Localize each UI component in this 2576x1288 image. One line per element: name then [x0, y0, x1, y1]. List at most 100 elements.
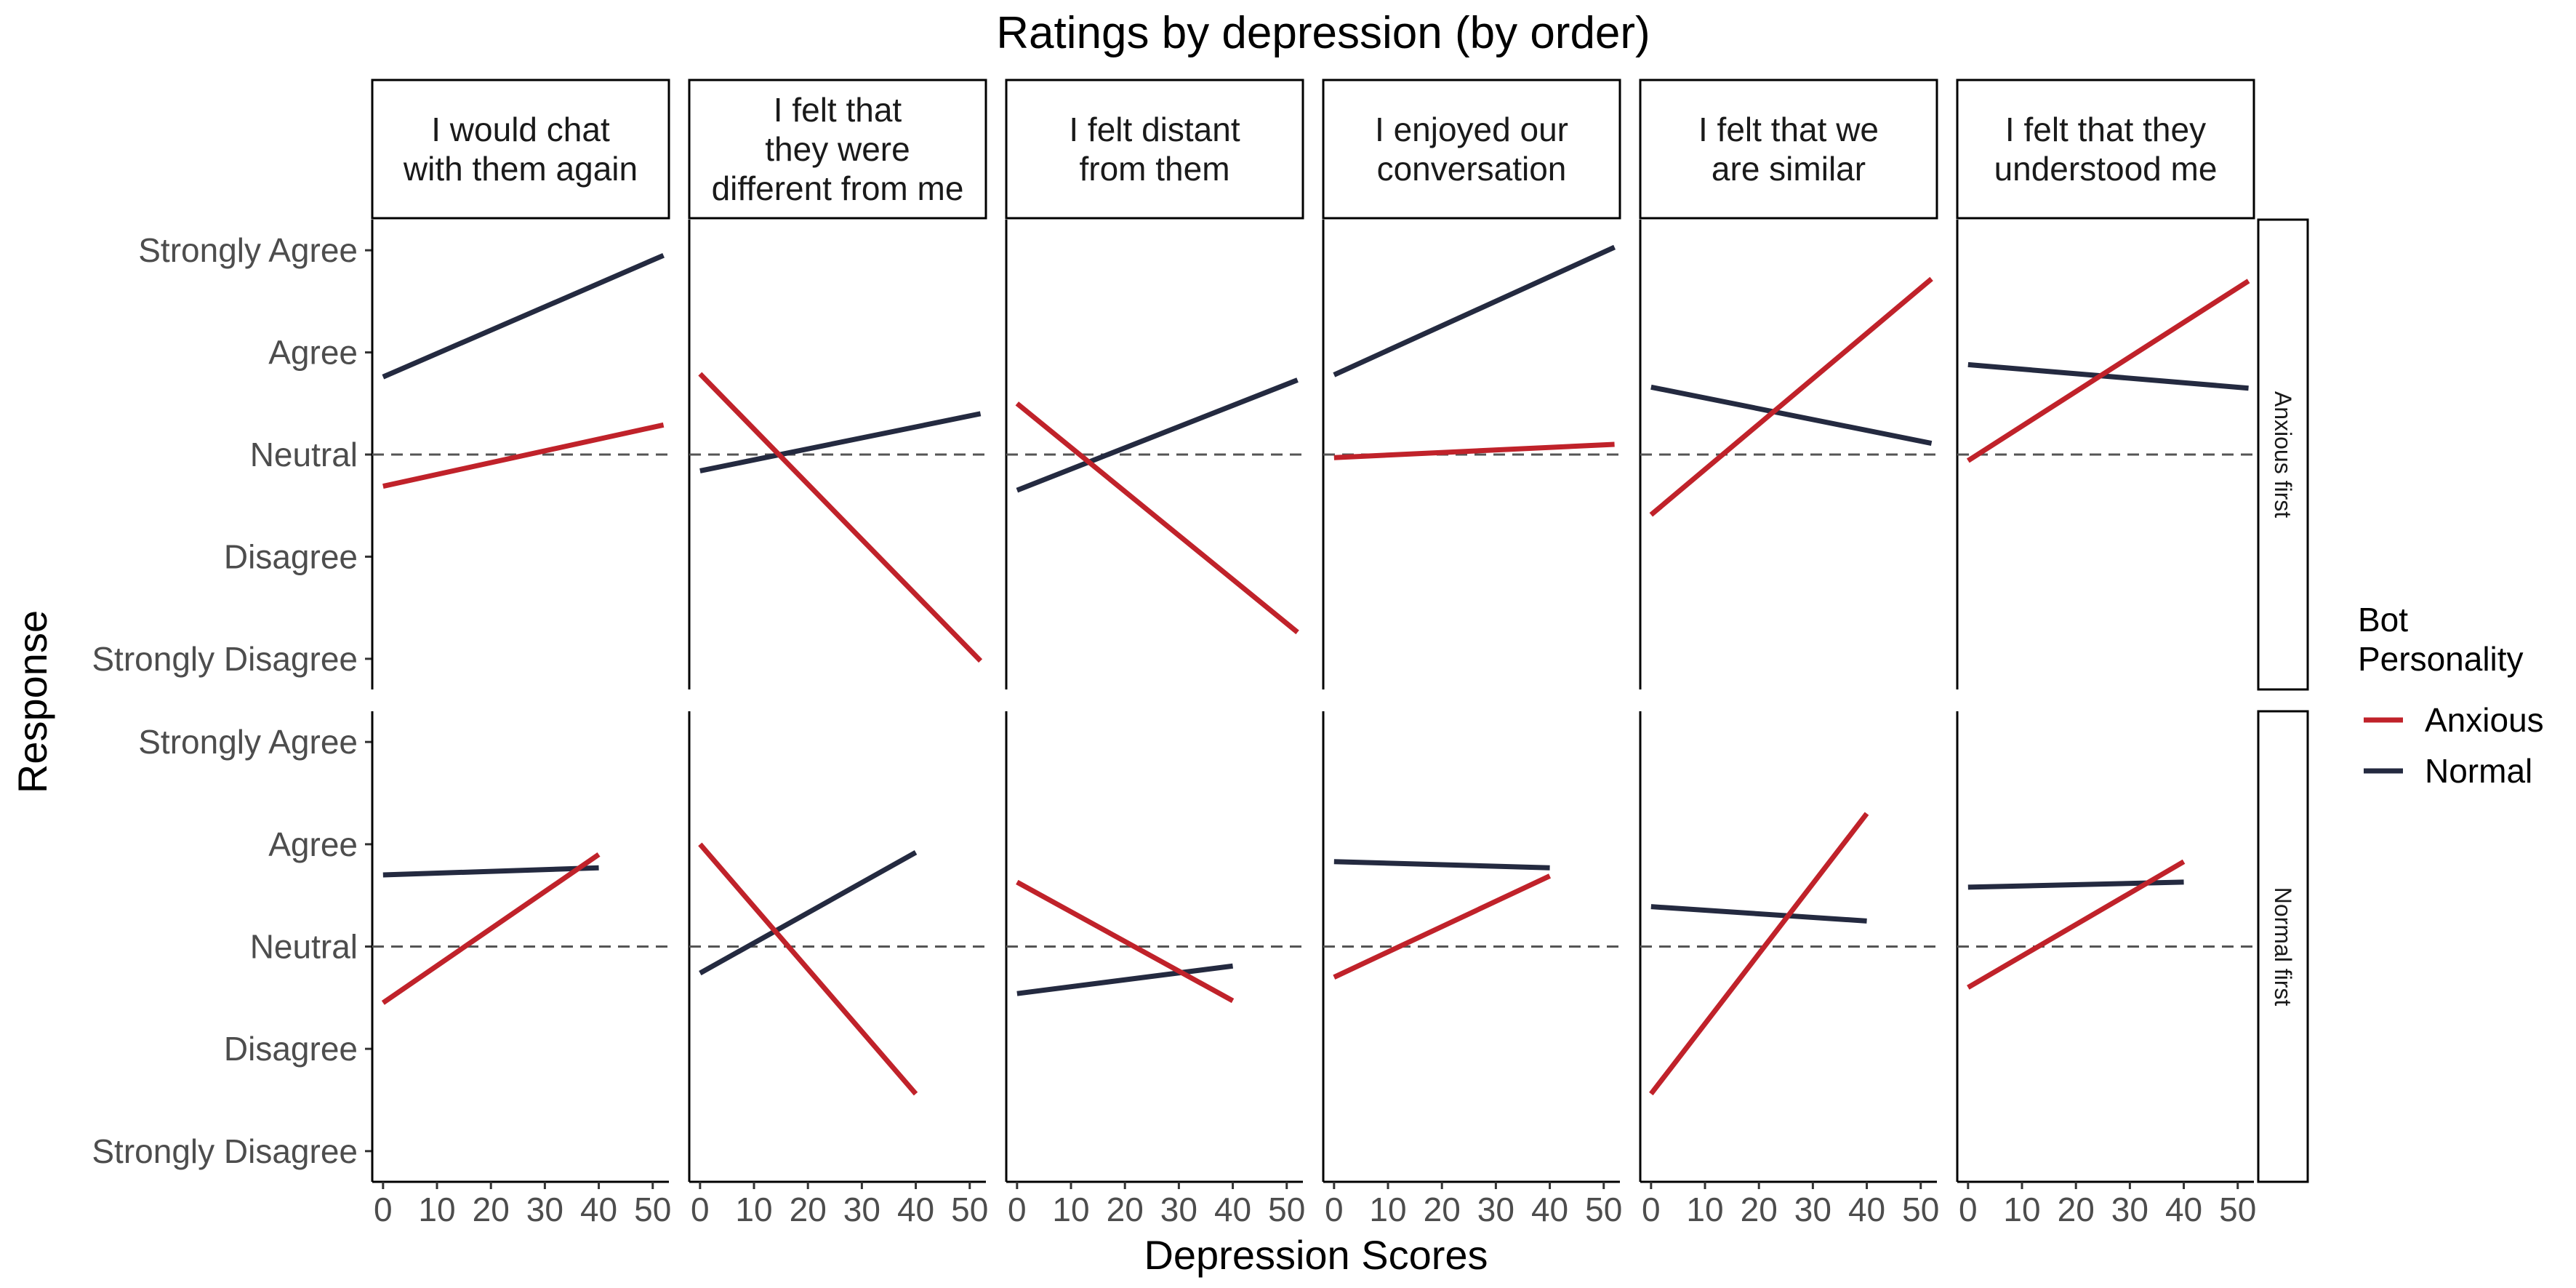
y-axis: Strongly Disagree Disagree Neutral Agree Str… [92, 711, 374, 1182]
y-axis-title: Response [9, 610, 55, 793]
x-tick-label: 50 [951, 1191, 988, 1228]
x-tick-label: 50 [1268, 1191, 1305, 1228]
x-tick-label: 20 [1741, 1191, 1778, 1228]
fit-line-normal [1333, 244, 1616, 377]
y-tick-label: Strongly Disagree [92, 1132, 358, 1170]
x-axis: 0 10 20 30 40 50 [372, 1180, 671, 1228]
fit-line-normal [1016, 377, 1299, 493]
facet-panel [1639, 220, 1937, 689]
facet-panel: 0 10 20 30 40 50 [1639, 711, 1939, 1228]
y-tick-label: Neutral [250, 436, 358, 473]
fit-line-anxious [1333, 441, 1615, 460]
strip-label: I felt that we [1698, 111, 1879, 148]
fit-line-anxious [1333, 873, 1552, 980]
fit-line-normal [699, 850, 918, 976]
legend-label: Anxious [2425, 701, 2544, 739]
x-tick-label: 40 [1214, 1191, 1251, 1228]
legend-title: Personality [2358, 640, 2524, 678]
row-strip: Normal first [2257, 710, 2309, 1183]
strip-label: they were [765, 130, 910, 168]
y-tick-label: Agree [268, 825, 358, 863]
strip-label: I felt that they [2005, 111, 2206, 148]
fit-line-anxious [1016, 879, 1235, 1004]
row-strip-label: Anxious first [2270, 391, 2296, 518]
strip-label: different from me [712, 169, 964, 207]
x-tick-label: 0 [691, 1191, 710, 1228]
chart-title: Ratings by depression (by order) [996, 8, 1650, 58]
x-tick-label: 10 [1686, 1191, 1723, 1228]
y-tick-label: Disagree [224, 1030, 358, 1068]
strip-box [688, 79, 987, 220]
row-strip-box [2257, 710, 2309, 1183]
x-tick-label: 50 [1585, 1191, 1622, 1228]
x-tick-label: 50 [634, 1191, 671, 1228]
fit-line-normal [1967, 361, 2249, 391]
x-tick-label: 30 [843, 1191, 880, 1228]
x-tick-label: 30 [1794, 1191, 1831, 1228]
row-strip: Anxious first [2257, 218, 2309, 691]
facet-panel [1322, 220, 1620, 689]
fit-line-normal [382, 865, 599, 878]
fit-line-anxious [1015, 401, 1299, 635]
x-tick-label: 40 [897, 1191, 934, 1228]
facet-panel [371, 220, 669, 689]
x-tick-label: 40 [1531, 1191, 1568, 1228]
x-axis-title: Depression Scores [1144, 1232, 1488, 1278]
y-tick-label: Strongly Agree [138, 723, 358, 761]
x-tick-label: 10 [735, 1191, 772, 1228]
fit-line-anxious [1966, 279, 2250, 463]
x-tick-label: 50 [2219, 1191, 2256, 1228]
legend-item: Anxious [2364, 701, 2544, 739]
x-tick-label: 0 [1008, 1191, 1027, 1228]
x-tick-label: 30 [2111, 1191, 2148, 1228]
y-axis: Strongly Disagree Disagree Neutral Agree Str… [92, 220, 374, 689]
y-tick-label: Agree [268, 334, 358, 372]
x-tick-label: 30 [526, 1191, 563, 1228]
fit-line-normal [1333, 859, 1550, 871]
facet-panel: 0 10 20 30 40 50 [1322, 711, 1622, 1228]
strip-box [1639, 79, 1938, 220]
x-tick-label: 20 [2058, 1191, 2095, 1228]
x-axis: 0 10 20 30 40 50 [689, 1180, 988, 1228]
fit-line-normal [1650, 384, 1933, 446]
strip-label: I would chat [431, 111, 610, 148]
legend-label: Normal [2425, 752, 2532, 790]
strip-box [371, 79, 670, 220]
fit-line-normal [1650, 904, 1867, 924]
strip-box [1322, 79, 1621, 220]
row-strip-label: Normal first [2270, 887, 2296, 1007]
strip-label: I felt that [774, 91, 902, 129]
fit-line-normal [1016, 963, 1234, 996]
facet-panel: 0 10 20 30 40 50 [1956, 711, 2256, 1228]
strip-label: I felt distant [1069, 111, 1240, 148]
strip-label: from them [1079, 150, 1229, 188]
legend-title: Bot [2358, 601, 2408, 639]
x-tick-label: 50 [1902, 1191, 1939, 1228]
strip-label: with them again [403, 150, 638, 188]
x-tick-label: 10 [418, 1191, 455, 1228]
x-axis: 0 10 20 30 40 50 [1957, 1180, 2256, 1228]
x-tick-label: 0 [1959, 1191, 1978, 1228]
x-tick-label: 20 [1107, 1191, 1144, 1228]
fit-line-anxious [698, 372, 983, 663]
fit-line-anxious [1649, 812, 1869, 1096]
fit-line-anxious [381, 852, 601, 1005]
x-tick-label: 20 [473, 1191, 510, 1228]
x-tick-label: 0 [1642, 1191, 1661, 1228]
facet-panel [688, 220, 986, 689]
x-tick-label: 10 [1052, 1191, 1089, 1228]
x-tick-label: 10 [2003, 1191, 2040, 1228]
x-axis: 0 10 20 30 40 50 [1323, 1180, 1622, 1228]
x-tick-label: 40 [1848, 1191, 1885, 1228]
strip-label: conversation [1377, 150, 1567, 188]
facet-panel: 0 10 20 30 40 50 [688, 711, 988, 1228]
fit-line-normal [382, 252, 665, 380]
row-strip-box [2257, 218, 2309, 691]
